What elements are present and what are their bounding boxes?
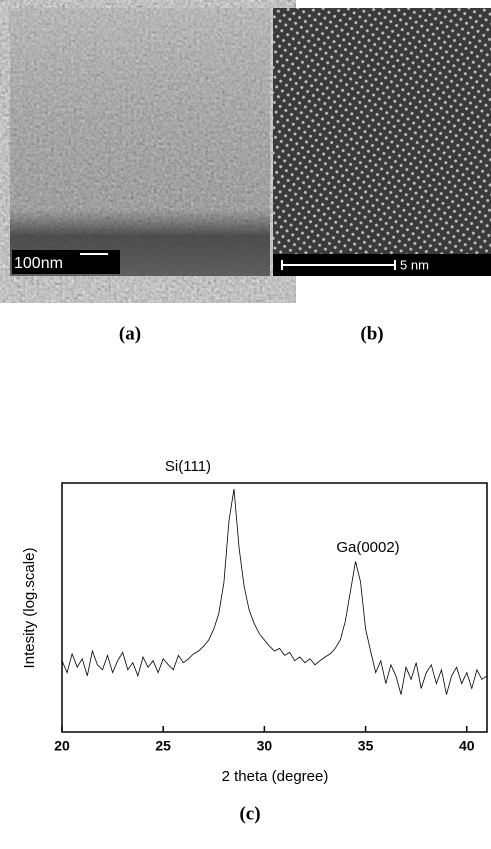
scale-label: 5 nm <box>400 257 429 272</box>
caption: (c) <box>239 803 260 824</box>
scale-label: 100nm <box>14 255 63 272</box>
annotation: Si(111) <box>165 458 211 475</box>
annotation: Ga(0002) <box>336 539 399 556</box>
panel-a-image: 100nm <box>10 8 270 276</box>
x-tick-label: 20 <box>54 738 70 754</box>
data-line <box>61 488 488 695</box>
panel-b-image: 5 nm <box>273 8 491 276</box>
caption: (a) <box>119 323 141 344</box>
x-tick-label: 30 <box>257 738 273 754</box>
x-tick-label: 25 <box>155 738 171 754</box>
x-axis-label: 2 theta (degree) <box>222 768 329 785</box>
x-tick-label: 35 <box>358 738 374 754</box>
x-tick-label: 40 <box>459 738 475 754</box>
y-axis-label: Intesity (log.scale) <box>21 548 38 669</box>
caption: (b) <box>360 323 383 344</box>
plot-frame <box>61 482 488 733</box>
